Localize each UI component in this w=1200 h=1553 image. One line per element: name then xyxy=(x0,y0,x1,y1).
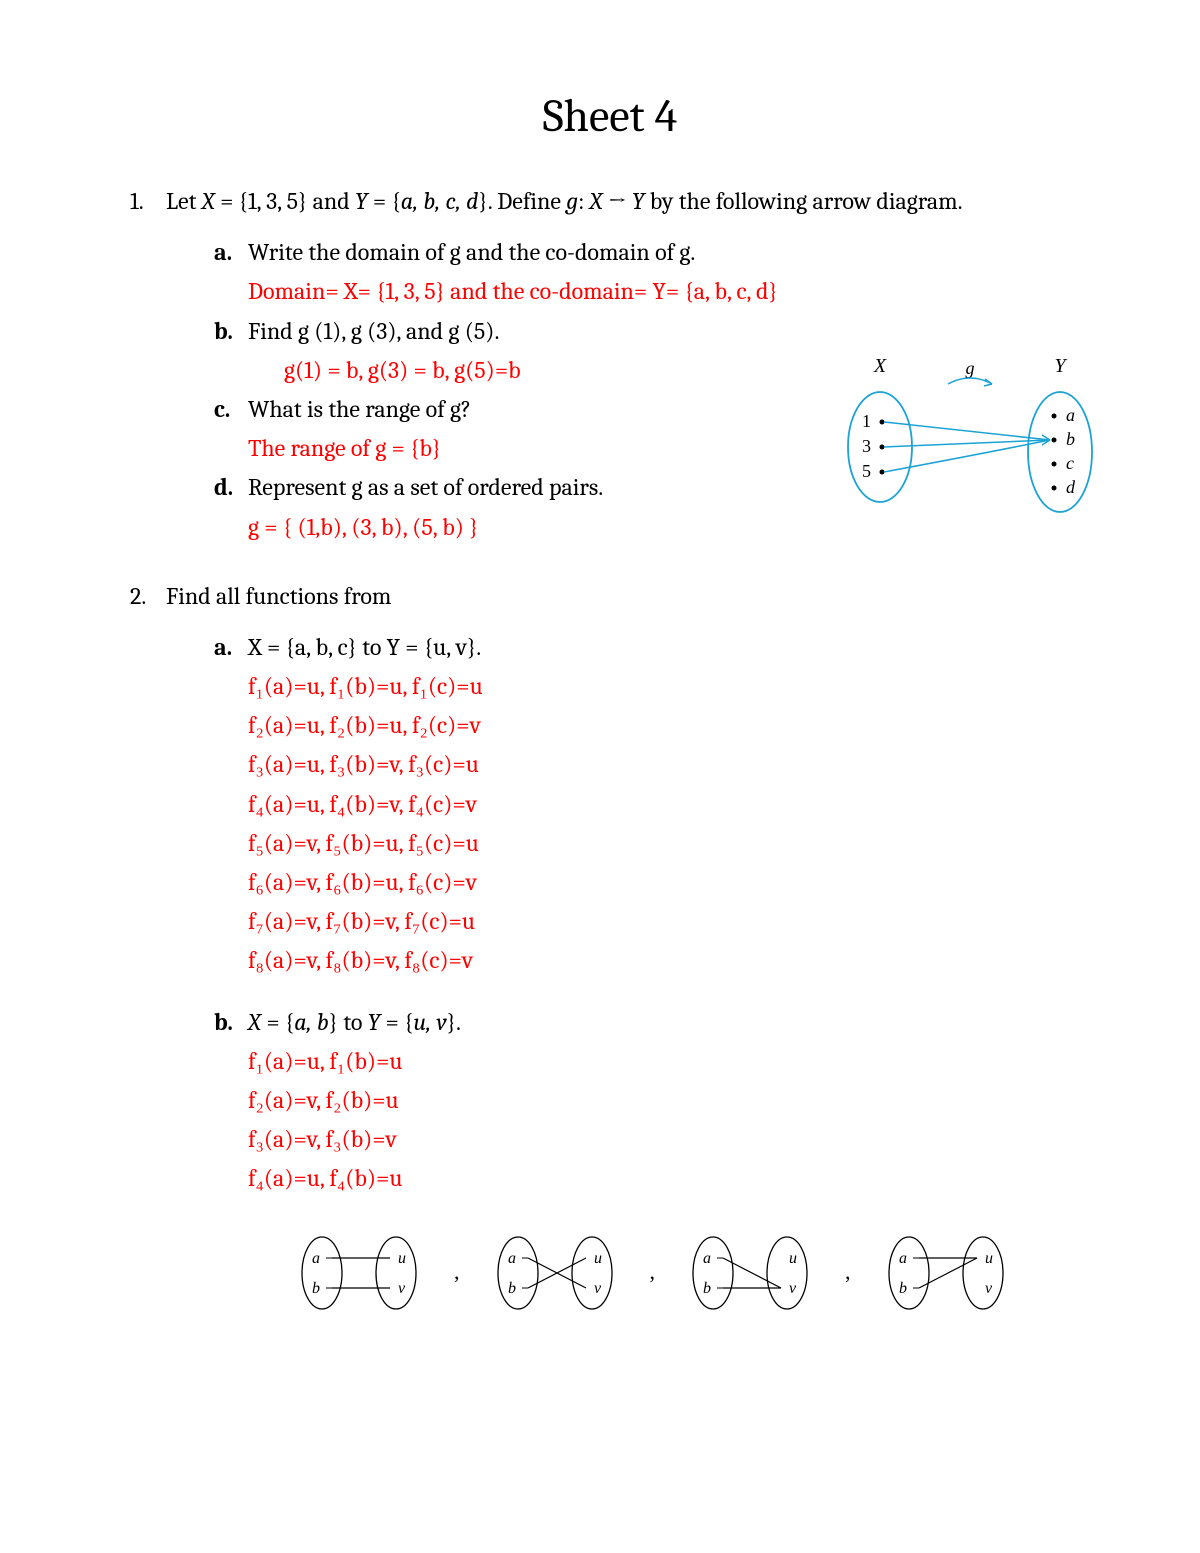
answer-line: f₁(a)=u, f₁(b)=u, f₁(c)=u xyxy=(214,668,1090,705)
svg-text:5: 5 xyxy=(862,461,871,481)
arrow: → xyxy=(603,187,632,215)
svg-text:v: v xyxy=(789,1280,797,1297)
var-Y: Y xyxy=(632,187,645,215)
problem-2: 2. Find all functions from a. X = {a, b,… xyxy=(130,578,1090,1318)
answer-line: f₇(a)=v, f₇(b)=v, f₇(c)=u xyxy=(214,903,1090,940)
separator: , xyxy=(454,1255,460,1289)
part-question: Write the domain of g and the co-domain … xyxy=(248,234,695,271)
mini-diagrams-row: abuv,abuv,abuv,abuv xyxy=(214,1228,1090,1318)
part-label: b. xyxy=(214,1004,248,1041)
svg-text:b: b xyxy=(1066,429,1075,449)
svg-text:u: u xyxy=(985,1250,993,1267)
text: by the following arrow diagram. xyxy=(645,187,963,215)
part-label: a. xyxy=(214,629,248,666)
svg-text:c: c xyxy=(1066,453,1074,473)
text: }. Define xyxy=(478,187,566,215)
text: : xyxy=(578,187,589,215)
answer-line: f₁(a)=u, f₁(b)=u xyxy=(214,1043,1090,1080)
answer-line: f₃(a)=u, f₃(b)=v, f₃(c)=u xyxy=(214,746,1090,783)
answer-line: f₆(a)=v, f₆(b)=u, f₆(c)=v xyxy=(214,864,1090,901)
arrow-diagram: X Yg 1 3 5 abcd xyxy=(830,352,1110,532)
answers-list: f₁(a)=u, f₁(b)=uf₂(a)=v, f₂(b)=uf₃(a)=v,… xyxy=(214,1043,1090,1198)
var: X xyxy=(248,1008,261,1036)
text: = {1, 3, 5} and xyxy=(215,187,355,215)
mini-diagram: ab uv xyxy=(490,1228,620,1318)
svg-text:v: v xyxy=(398,1280,406,1297)
svg-text:1: 1 xyxy=(862,411,871,431)
svg-text:b: b xyxy=(312,1280,320,1297)
part-question: Find g (1), g (3), and g (5). xyxy=(248,313,499,350)
subparts: a. X = {a, b, c} to Y = {u, v}. f₁(a)=u,… xyxy=(166,629,1090,1318)
svg-text:u: u xyxy=(594,1250,602,1267)
var-X: X xyxy=(202,187,215,215)
svg-text:v: v xyxy=(985,1280,993,1297)
svg-text:d: d xyxy=(1066,477,1076,497)
var-Y: Y xyxy=(355,187,368,215)
problem-number: 2. xyxy=(130,578,166,1318)
text: Find all functions from xyxy=(166,582,391,610)
svg-text:a: a xyxy=(1066,405,1075,425)
text: } to xyxy=(329,1008,368,1036)
answer-line: f₃(a)=v, f₃(b)=v xyxy=(214,1121,1090,1158)
var-g: g xyxy=(566,187,578,215)
part-question: Represent g as a set of ordered pairs. xyxy=(248,469,603,506)
part-question: X = {a, b, c} to Y = {u, v}. xyxy=(248,629,481,666)
svg-text:b: b xyxy=(703,1280,711,1297)
answer-line: f₅(a)=v, f₅(b)=u, f₅(c)=u xyxy=(214,825,1090,862)
part-label: c. xyxy=(214,391,248,428)
svg-text:b: b xyxy=(508,1280,516,1297)
svg-text:3: 3 xyxy=(862,436,871,456)
svg-text:a: a xyxy=(899,1250,907,1267)
svg-text:v: v xyxy=(594,1280,602,1297)
svg-text:b: b xyxy=(899,1280,907,1297)
part-label: b. xyxy=(214,313,248,350)
separator: , xyxy=(845,1255,851,1289)
part-question: What is the range of g? xyxy=(248,391,471,428)
var-X: X xyxy=(589,187,602,215)
svg-text:u: u xyxy=(789,1250,797,1267)
page: Sheet 4 1. Let X = {1, 3, 5} and Y = {a,… xyxy=(0,0,1200,1448)
svg-text:a: a xyxy=(508,1250,516,1267)
text: Let xyxy=(166,187,202,215)
set: a, b xyxy=(294,1008,329,1036)
answer-line: f₈(a)=v, f₈(b)=v, f₈(c)=v xyxy=(214,942,1090,979)
mini-diagram: ab uv xyxy=(294,1228,424,1318)
answer-line: f₄(a)=u, f₄(b)=v, f₄(c)=v xyxy=(214,786,1090,823)
part-answer: Domain= X= {1, 3, 5} and the co-domain= … xyxy=(214,273,1090,310)
set: a, b, c, d xyxy=(401,187,479,215)
separator: , xyxy=(650,1255,656,1289)
svg-text:a: a xyxy=(703,1250,711,1267)
svg-text:X: X xyxy=(873,355,887,377)
part-label: d. xyxy=(214,469,248,506)
answers-list: f₁(a)=u, f₁(b)=u, f₁(c)=uf₂(a)=u, f₂(b)=… xyxy=(214,668,1090,980)
svg-text:u: u xyxy=(398,1250,406,1267)
answer-line: f₄(a)=u, f₄(b)=u xyxy=(214,1160,1090,1197)
var: Y xyxy=(368,1008,381,1036)
part-question: X = {a, b} to Y = {u, v}. xyxy=(248,1004,461,1041)
mini-diagram: ab uv xyxy=(881,1228,1011,1318)
text: = { xyxy=(261,1008,294,1036)
text: }. xyxy=(447,1008,461,1036)
svg-text:g: g xyxy=(966,358,975,378)
text: = { xyxy=(368,187,401,215)
answer-line: f₂(a)=u, f₂(b)=u, f₂(c)=v xyxy=(214,707,1090,744)
svg-text:Y: Y xyxy=(1054,355,1067,377)
svg-text:a: a xyxy=(312,1250,320,1267)
part-label: a. xyxy=(214,234,248,271)
problem-number: 1. xyxy=(130,183,166,548)
answer-line: f₂(a)=v, f₂(b)=u xyxy=(214,1082,1090,1119)
mini-diagram: ab uv xyxy=(685,1228,815,1318)
diagram-svg: X Yg 1 3 5 abcd xyxy=(830,352,1110,532)
text: = { xyxy=(380,1008,413,1036)
set: u, v xyxy=(413,1008,446,1036)
problem-body: Find all functions from a. X = {a, b, c}… xyxy=(166,578,1090,1318)
page-title: Sheet 4 xyxy=(130,90,1090,143)
